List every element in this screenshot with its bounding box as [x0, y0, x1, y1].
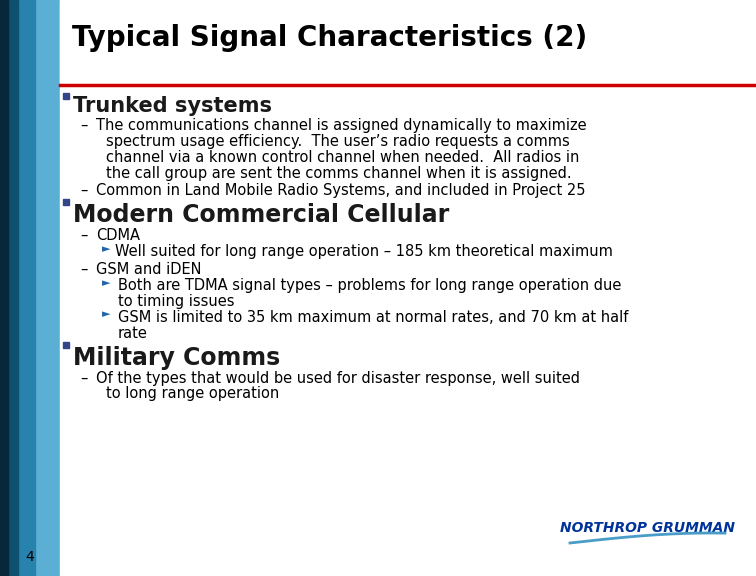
- Text: CDMA: CDMA: [96, 228, 140, 243]
- Bar: [63, 93, 69, 98]
- Text: –: –: [80, 183, 88, 198]
- Text: Trunked systems: Trunked systems: [73, 96, 272, 116]
- Text: Of the types that would be used for disaster response, well suited: Of the types that would be used for disa…: [96, 370, 580, 385]
- Text: ►: ►: [102, 244, 110, 254]
- Text: Modern Commercial Cellular: Modern Commercial Cellular: [73, 203, 449, 227]
- Text: to long range operation: to long range operation: [106, 386, 279, 401]
- Text: ►: ►: [102, 309, 110, 320]
- Text: –: –: [80, 262, 88, 276]
- Text: Well suited for long range operation – 185 km theoretical maximum: Well suited for long range operation – 1…: [115, 244, 613, 259]
- Bar: [60, 0, 756, 86]
- Text: to timing issues: to timing issues: [118, 294, 234, 309]
- Bar: [63, 342, 69, 348]
- Text: NORTHROP GRUMMAN: NORTHROP GRUMMAN: [560, 521, 735, 535]
- Text: channel via a known control channel when needed.  All radios in: channel via a known control channel when…: [106, 150, 579, 165]
- Text: –: –: [80, 118, 88, 133]
- Text: 4: 4: [26, 550, 34, 564]
- Text: Both are TDMA signal types – problems for long range operation due: Both are TDMA signal types – problems fo…: [118, 278, 621, 293]
- Text: –: –: [80, 370, 88, 385]
- Bar: [0, 0, 60, 576]
- Text: ►: ►: [102, 278, 110, 287]
- Text: spectrum usage efficiency.  The user’s radio requests a comms: spectrum usage efficiency. The user’s ra…: [106, 134, 570, 149]
- Text: the call group are sent the comms channel when it is assigned.: the call group are sent the comms channe…: [106, 166, 572, 181]
- Text: Military Comms: Military Comms: [73, 346, 280, 370]
- Bar: [0, 0, 8, 576]
- Text: –: –: [80, 228, 88, 243]
- Text: The communications channel is assigned dynamically to maximize: The communications channel is assigned d…: [96, 118, 587, 133]
- Text: Typical Signal Characteristics (2): Typical Signal Characteristics (2): [72, 24, 587, 52]
- Text: Common in Land Mobile Radio Systems, and included in Project 25: Common in Land Mobile Radio Systems, and…: [96, 183, 585, 198]
- Text: rate: rate: [118, 325, 148, 340]
- Bar: [63, 199, 69, 206]
- Text: GSM is limited to 35 km maximum at normal rates, and 70 km at half: GSM is limited to 35 km maximum at norma…: [118, 309, 628, 325]
- Text: GSM and iDEN: GSM and iDEN: [96, 262, 202, 276]
- Bar: [0, 0, 35, 576]
- Bar: [0, 0, 18, 576]
